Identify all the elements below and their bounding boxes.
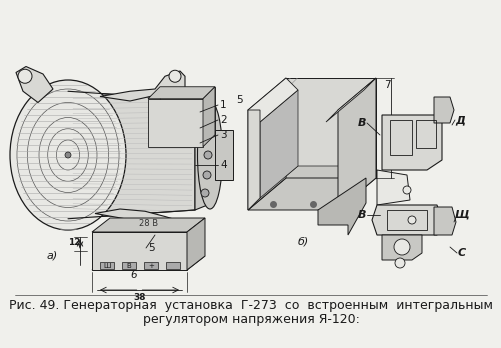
Circle shape: [169, 70, 181, 82]
Text: С: С: [457, 248, 465, 258]
Polygon shape: [92, 256, 204, 270]
Bar: [415, 120, 435, 148]
Polygon shape: [286, 78, 375, 178]
Text: Д: Д: [454, 115, 464, 125]
Text: В: В: [357, 210, 366, 220]
Bar: [122, 262, 136, 269]
Polygon shape: [260, 166, 363, 198]
Bar: [166, 262, 180, 269]
Bar: [386, 210, 426, 230]
Circle shape: [200, 113, 208, 121]
Text: 12: 12: [68, 238, 80, 247]
Polygon shape: [148, 99, 202, 147]
Polygon shape: [16, 66, 53, 103]
Polygon shape: [92, 232, 187, 270]
Text: 7: 7: [383, 80, 390, 90]
Polygon shape: [381, 235, 421, 260]
Text: 1: 1: [219, 100, 226, 110]
Text: +: +: [148, 262, 154, 269]
Polygon shape: [160, 87, 214, 135]
Circle shape: [65, 152, 71, 158]
Polygon shape: [433, 207, 455, 235]
Text: 2: 2: [219, 115, 226, 125]
Ellipse shape: [10, 80, 126, 230]
Bar: [144, 262, 158, 269]
Bar: [389, 120, 411, 155]
Circle shape: [394, 258, 404, 268]
Circle shape: [172, 226, 184, 238]
Polygon shape: [187, 218, 204, 270]
Text: 3: 3: [219, 130, 226, 140]
Polygon shape: [247, 78, 298, 122]
Text: 58: 58: [396, 124, 408, 133]
Polygon shape: [202, 87, 214, 147]
Polygon shape: [95, 209, 185, 239]
Circle shape: [203, 151, 211, 159]
Polygon shape: [247, 110, 260, 210]
Polygon shape: [148, 87, 214, 99]
Polygon shape: [371, 205, 441, 235]
Text: 38: 38: [133, 293, 145, 302]
Text: Рис. 49. Генераторная  установка  Г-273  со  встроенным  интегральным: Рис. 49. Генераторная установка Г-273 со…: [9, 299, 492, 311]
Ellipse shape: [197, 101, 222, 209]
Text: б): б): [297, 237, 308, 247]
Polygon shape: [194, 100, 209, 210]
Polygon shape: [247, 78, 286, 210]
Circle shape: [200, 189, 208, 197]
Circle shape: [407, 216, 415, 224]
Circle shape: [202, 131, 210, 139]
Text: В: В: [357, 118, 366, 128]
Text: 6: 6: [130, 270, 137, 280]
Text: 4: 4: [219, 160, 226, 170]
Polygon shape: [68, 91, 194, 219]
Text: а): а): [46, 250, 58, 260]
Polygon shape: [337, 78, 375, 210]
Circle shape: [393, 239, 409, 255]
Text: регулятором напряжения Я-120:: регулятором напряжения Я-120:: [142, 314, 359, 326]
Bar: [214, 130, 232, 180]
Polygon shape: [325, 78, 375, 122]
Circle shape: [402, 186, 410, 194]
Bar: [100, 262, 114, 269]
Polygon shape: [247, 178, 375, 210]
Circle shape: [18, 69, 32, 83]
Polygon shape: [100, 71, 185, 101]
Text: 5: 5: [148, 243, 154, 253]
Text: В: В: [126, 262, 131, 269]
Text: Ш: Ш: [103, 262, 110, 269]
Polygon shape: [381, 115, 441, 170]
Polygon shape: [260, 90, 298, 198]
Polygon shape: [376, 170, 409, 205]
Polygon shape: [92, 218, 204, 232]
Polygon shape: [317, 178, 365, 235]
Text: 28 В: 28 В: [139, 220, 158, 229]
Text: 5: 5: [236, 95, 242, 105]
Circle shape: [202, 171, 210, 179]
Polygon shape: [433, 97, 453, 123]
Text: Щ: Щ: [454, 210, 468, 220]
